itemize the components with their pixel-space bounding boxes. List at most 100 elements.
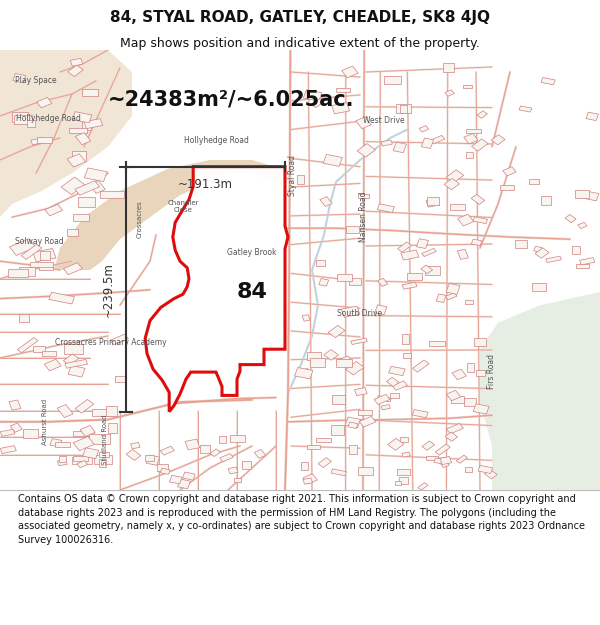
Bar bbox=[580, 258, 595, 265]
Bar bbox=[55, 442, 70, 447]
Bar bbox=[9, 400, 21, 410]
Bar bbox=[436, 294, 446, 302]
Bar bbox=[416, 239, 428, 249]
Bar bbox=[80, 426, 95, 436]
Text: Contains OS data © Crown copyright and database right 2021. This information is : Contains OS data © Crown copyright and d… bbox=[18, 494, 585, 545]
Bar bbox=[331, 469, 346, 476]
Bar bbox=[37, 137, 52, 142]
Bar bbox=[515, 240, 527, 248]
Bar bbox=[70, 58, 83, 66]
Bar bbox=[446, 390, 461, 401]
Bar bbox=[456, 455, 467, 463]
Bar bbox=[92, 409, 114, 416]
Bar bbox=[407, 272, 422, 281]
Bar bbox=[586, 112, 598, 121]
Bar bbox=[577, 264, 589, 268]
Bar bbox=[346, 226, 359, 234]
Text: Hollyhedge Road: Hollyhedge Road bbox=[16, 114, 80, 122]
Bar bbox=[37, 98, 52, 108]
Bar bbox=[341, 66, 358, 78]
Bar bbox=[532, 283, 545, 291]
Bar bbox=[160, 446, 175, 455]
Bar bbox=[390, 392, 399, 398]
Bar bbox=[503, 167, 516, 176]
Bar bbox=[474, 338, 487, 346]
Bar bbox=[446, 170, 464, 182]
Bar bbox=[478, 466, 493, 474]
Bar bbox=[402, 452, 410, 457]
Bar bbox=[301, 462, 308, 469]
Bar bbox=[331, 426, 344, 434]
Bar bbox=[58, 459, 67, 466]
Bar bbox=[393, 142, 406, 152]
Bar bbox=[419, 126, 428, 132]
Bar bbox=[444, 179, 460, 190]
Bar bbox=[412, 409, 428, 418]
Bar bbox=[332, 396, 345, 404]
Bar bbox=[466, 152, 473, 158]
Bar bbox=[146, 455, 160, 465]
Bar bbox=[73, 431, 94, 436]
Text: 84: 84 bbox=[236, 282, 268, 302]
Bar bbox=[182, 472, 195, 480]
Bar bbox=[77, 197, 95, 208]
Bar bbox=[320, 197, 332, 206]
Bar bbox=[395, 481, 401, 486]
Bar bbox=[50, 439, 62, 447]
Bar bbox=[400, 437, 408, 442]
Bar bbox=[440, 456, 452, 464]
Bar bbox=[337, 356, 350, 364]
Bar bbox=[358, 467, 373, 476]
Bar bbox=[40, 266, 53, 271]
Bar bbox=[374, 394, 390, 404]
Bar bbox=[355, 388, 367, 396]
Bar bbox=[73, 458, 92, 464]
Bar bbox=[8, 269, 28, 276]
Bar bbox=[61, 177, 85, 194]
Bar bbox=[446, 284, 460, 294]
Bar bbox=[76, 132, 91, 145]
Bar bbox=[535, 248, 549, 258]
Bar bbox=[534, 246, 542, 252]
Bar bbox=[73, 214, 89, 221]
Bar bbox=[67, 229, 78, 236]
Bar bbox=[356, 117, 371, 129]
Text: Ashurst Road: Ashurst Road bbox=[42, 399, 48, 445]
Bar bbox=[519, 106, 532, 112]
Bar bbox=[72, 151, 86, 161]
Bar bbox=[304, 90, 322, 101]
Bar bbox=[73, 456, 88, 461]
Bar bbox=[42, 351, 56, 356]
Bar bbox=[425, 266, 440, 275]
Bar bbox=[341, 306, 360, 318]
Text: Map shows position and indicative extent of the property.: Map shows position and indicative extent… bbox=[120, 38, 480, 51]
Bar bbox=[477, 111, 487, 118]
Bar bbox=[10, 423, 22, 432]
Bar bbox=[64, 262, 82, 274]
Bar bbox=[64, 344, 83, 354]
Bar bbox=[295, 368, 313, 379]
Bar bbox=[40, 251, 50, 260]
Bar bbox=[337, 359, 352, 368]
Bar bbox=[17, 338, 38, 352]
Bar bbox=[126, 449, 141, 461]
Bar bbox=[584, 191, 599, 201]
Bar bbox=[445, 90, 454, 96]
Bar bbox=[178, 479, 190, 489]
Bar bbox=[386, 378, 399, 387]
Bar bbox=[349, 309, 358, 316]
Text: Chandler
Close: Chandler Close bbox=[167, 200, 199, 212]
Bar bbox=[541, 78, 555, 85]
Bar bbox=[346, 361, 364, 375]
Bar bbox=[464, 134, 478, 144]
Bar bbox=[421, 265, 433, 274]
Bar bbox=[185, 439, 200, 450]
Bar bbox=[491, 135, 505, 145]
Bar bbox=[450, 204, 464, 210]
Bar bbox=[67, 154, 86, 167]
Bar bbox=[337, 274, 352, 281]
Bar bbox=[472, 239, 482, 246]
Bar bbox=[529, 179, 539, 184]
Bar bbox=[21, 244, 42, 259]
Bar bbox=[83, 448, 99, 459]
